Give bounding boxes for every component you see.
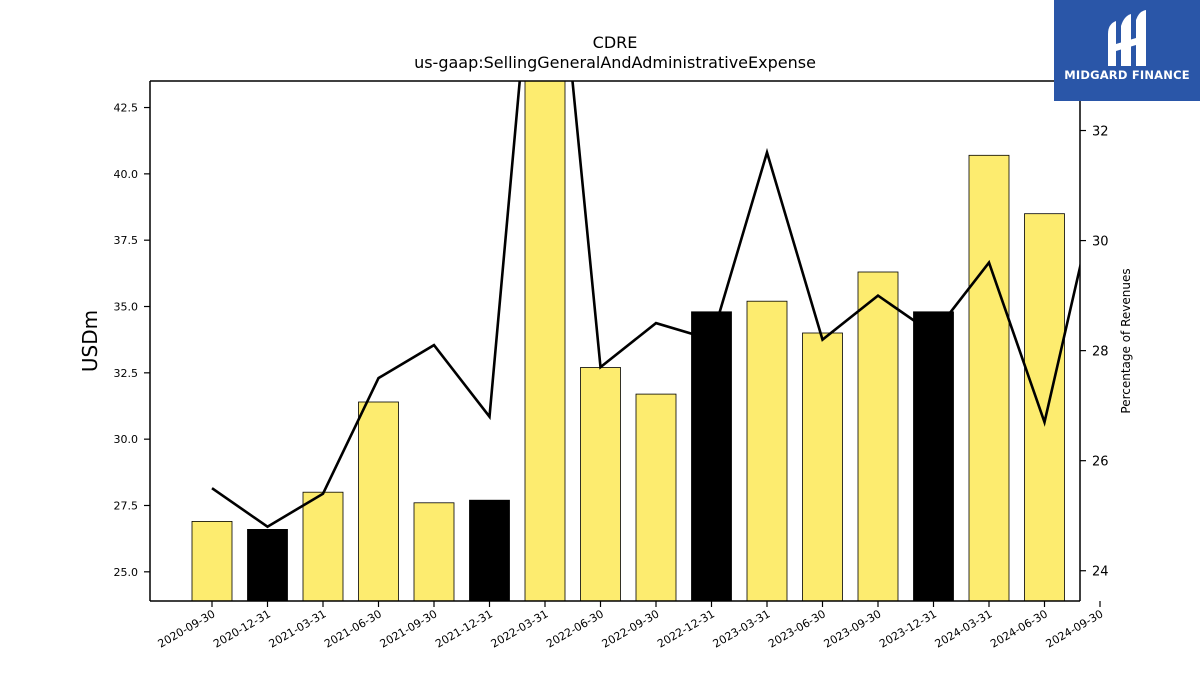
x-tick-label: 2022-09-30 bbox=[600, 607, 662, 650]
bar-2023-03-31 bbox=[746, 300, 788, 601]
x-tick-label: 2021-09-30 bbox=[378, 607, 440, 650]
y2-axis-label: Percentage of Revenues bbox=[1119, 268, 1133, 413]
x-tick-label: 2023-03-31 bbox=[711, 607, 773, 650]
y2-tick-label: 28 bbox=[1092, 345, 1109, 360]
y-tick-label: 32.5 bbox=[114, 367, 139, 380]
line-percentage-of-revenues bbox=[211, 81, 1080, 529]
bar-2023-12-31 bbox=[913, 311, 954, 601]
y-tick-label: 27.5 bbox=[114, 499, 139, 512]
x-tick-label: 2022-12-31 bbox=[655, 607, 717, 650]
logo-name: MIDGARD FINANCE bbox=[1064, 68, 1190, 82]
y2-tick-label: 30 bbox=[1092, 235, 1109, 250]
x-tick-label: 2024-06-30 bbox=[988, 607, 1050, 650]
y2-tick-label: 32 bbox=[1092, 125, 1109, 140]
x-tick-label: 2021-06-30 bbox=[322, 607, 384, 650]
mf-logo-mark-icon bbox=[1108, 10, 1146, 66]
x-tick-label: 2021-12-31 bbox=[433, 607, 495, 650]
x-tick-label: 2022-03-31 bbox=[489, 607, 551, 650]
bar-2022-12-31 bbox=[691, 311, 732, 601]
y2-tick-label: 26 bbox=[1092, 455, 1109, 470]
chart-title: CDRE bbox=[593, 33, 638, 52]
x-tick-label: 2023-06-30 bbox=[766, 607, 828, 650]
x-tick-label: 2020-09-30 bbox=[156, 607, 218, 650]
bar-2024-06-30 bbox=[1024, 213, 1065, 601]
bar-2020-12-31 bbox=[247, 529, 288, 601]
y2-ticks: 24 26 28 30 32 bbox=[1080, 125, 1109, 580]
x-tick-label: 2024-03-31 bbox=[933, 607, 995, 650]
y-axis-label: USDm bbox=[78, 310, 102, 372]
line-series bbox=[211, 81, 1080, 529]
y-tick-label: 37.5 bbox=[114, 234, 139, 247]
chart-subtitle: us-gaap:SellingGeneralAndAdministrativeE… bbox=[414, 53, 816, 72]
x-tick-label: 2023-12-31 bbox=[877, 607, 939, 650]
y2-tick-label: 24 bbox=[1092, 565, 1109, 580]
y-tick-label: 35.0 bbox=[114, 301, 139, 314]
y-tick-label: 40.0 bbox=[114, 168, 139, 181]
bar-series bbox=[191, 81, 1080, 601]
bar-2021-03-31 bbox=[302, 491, 344, 601]
x-ticks: 2020-09-302020-12-312021-03-312021-06-30… bbox=[156, 601, 1106, 651]
y-tick-label: 30.0 bbox=[114, 433, 139, 446]
bar-2021-06-30 bbox=[358, 401, 399, 601]
y-ticks: 25.0 27.5 30.0 32.5 35.0 37.5 40.0 42.5 bbox=[114, 102, 150, 579]
bar-2022-03-31 bbox=[524, 81, 566, 601]
y-tick-label: 42.5 bbox=[114, 102, 139, 115]
bar-2021-09-30 bbox=[413, 502, 455, 601]
bar-2020-09-30 bbox=[191, 521, 233, 601]
x-tick-label: 2024-09-30 bbox=[1044, 607, 1106, 650]
bar-2023-09-30 bbox=[857, 271, 899, 601]
x-tick-label: 2023-09-30 bbox=[822, 607, 884, 650]
axes bbox=[149, 80, 1081, 602]
x-tick-label: 2021-03-31 bbox=[267, 607, 329, 650]
midgard-finance-logo: MIDGARD FINANCE bbox=[1054, 0, 1200, 101]
bar-2022-09-30 bbox=[635, 393, 677, 601]
bar-2022-06-30 bbox=[580, 367, 621, 601]
bar-2023-06-30 bbox=[802, 332, 843, 601]
y-tick-label: 25.0 bbox=[114, 566, 139, 579]
bar-2021-12-31 bbox=[469, 499, 510, 601]
bar-2024-03-31 bbox=[968, 154, 1010, 601]
x-tick-label: 2020-12-31 bbox=[211, 607, 273, 650]
x-tick-label: 2022-06-30 bbox=[544, 607, 606, 650]
